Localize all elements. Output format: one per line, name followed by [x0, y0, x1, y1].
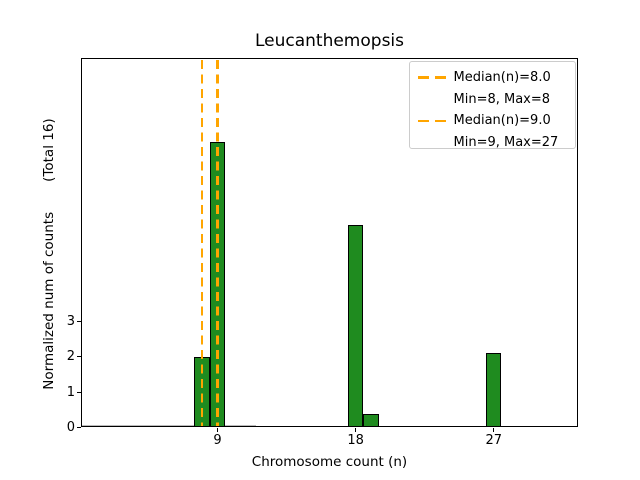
x-tick-label-18: 18 [347, 433, 364, 448]
y-tick-3 [76, 321, 81, 323]
legend-row-2: Median(n)=9.0 [410, 110, 575, 132]
legend-label-0: Median(n)=8.0 [453, 69, 551, 85]
legend-handle-spacer [418, 98, 446, 101]
y-axis-label: Normalized num of counts (Total 16) [41, 117, 57, 390]
median-dashed-line-9 [216, 59, 219, 427]
median-dashed-line-8 [200, 59, 204, 427]
legend-label-2: Median(n)=9.0 [453, 113, 551, 129]
legend-row-0: Median(n)=8.0 [410, 67, 575, 89]
y-tick-label-2: 2 [66, 349, 75, 365]
legend: Median(n)=8.0 Min=8, Max=8 Median(n)=9.0 Mi… [408, 61, 576, 150]
y-tick-label-3: 3 [66, 314, 75, 330]
zero-count-baseline [82, 425, 256, 427]
x-tick-label-27: 27 [485, 433, 503, 448]
legend-row-1: Min=8, Max=8 [410, 88, 575, 110]
histogram-bar-n27 [486, 353, 502, 428]
y-tick-1 [76, 391, 81, 393]
y-tick-label-1: 1 [66, 384, 75, 400]
x-tick-label-9: 9 [213, 433, 222, 448]
dashed-line-icon [417, 119, 446, 123]
legend-handle-spacer [418, 141, 446, 144]
x-tick-9 [216, 427, 219, 432]
y-tick-0 [76, 426, 81, 428]
histogram-bar-n19 [363, 414, 379, 428]
legend-label-1: Min=8, Max=8 [453, 91, 551, 107]
legend-label-3: Min=9, Max=27 [453, 135, 559, 151]
x-tick-18 [355, 427, 357, 432]
y-tick-label-0: 0 [66, 419, 75, 435]
legend-row-3: Min=9, Max=27 [410, 132, 575, 154]
chart-title: Leucanthemopsis [254, 31, 405, 51]
x-axis-label: Chromosome count (n) [251, 454, 408, 470]
y-tick-2 [76, 356, 81, 358]
histogram-bar-n18 [347, 224, 364, 428]
x-tick-27 [493, 427, 495, 432]
dashed-line-icon [417, 76, 446, 79]
